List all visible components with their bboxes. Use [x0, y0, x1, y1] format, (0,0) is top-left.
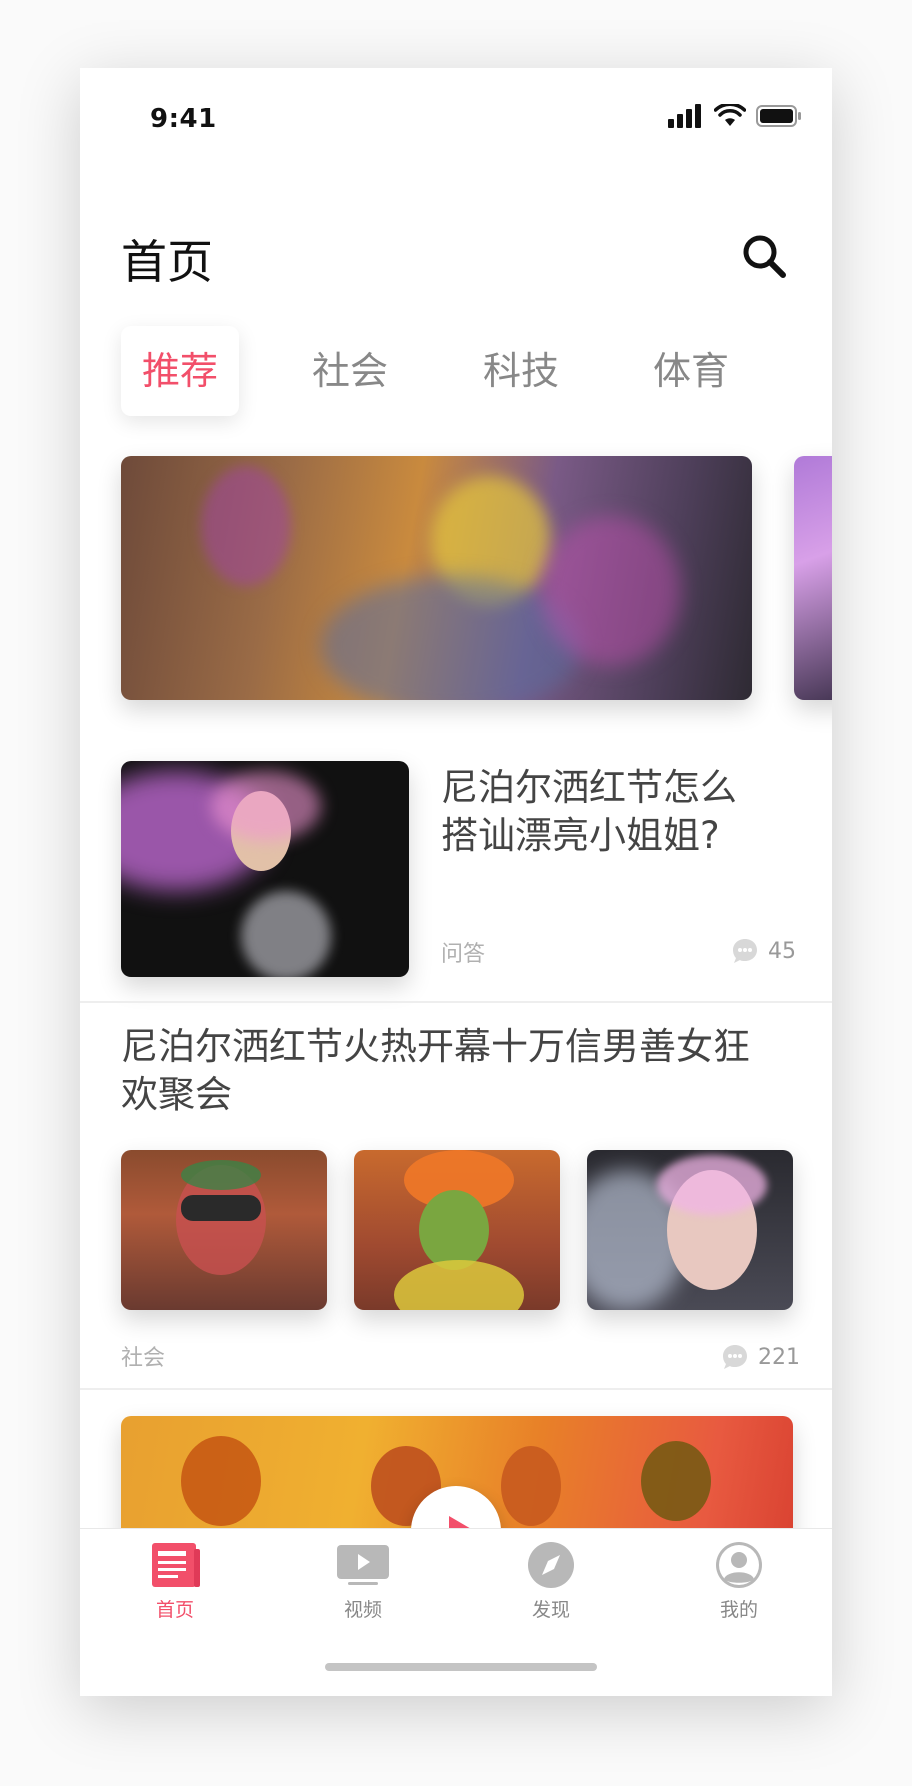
search-icon[interactable] — [740, 232, 788, 280]
tabbar-home[interactable]: 首页 — [125, 1539, 225, 1622]
article-image-3[interactable] — [587, 1150, 793, 1310]
tabbar-label: 我的 — [719, 1599, 758, 1621]
profile-icon — [716, 1542, 762, 1588]
article-title[interactable]: 尼泊尔洒红节怎么搭讪漂亮小姐姐? — [441, 766, 737, 857]
tab-sports[interactable]: 体育 — [652, 349, 729, 393]
compass-icon — [528, 1542, 574, 1588]
tabbar-profile[interactable]: 我的 — [689, 1539, 789, 1622]
comment-count-value: 221 — [758, 1344, 800, 1370]
tabbar-label: 视频 — [343, 1599, 382, 1621]
tabbar-video[interactable]: 视频 — [313, 1539, 413, 1622]
tab-tech[interactable]: 科技 — [482, 349, 559, 393]
phone-screen: 9:41 首页 推荐 社会 科技 体育 — [80, 68, 832, 1696]
article-title[interactable]: 尼泊尔洒红节火热开幕十万信男善女狂欢聚会 — [121, 1025, 750, 1116]
tab-recommend[interactable]: 推荐 — [121, 326, 239, 416]
status-time: 9:41 — [150, 104, 217, 134]
page-title: 首页 — [121, 235, 213, 289]
comment-icon — [733, 939, 757, 963]
tabbar-label: 发现 — [531, 1599, 570, 1621]
banner-image[interactable] — [121, 456, 752, 700]
video-icon — [337, 1545, 389, 1585]
signal-icon — [668, 104, 701, 128]
battery-icon — [756, 105, 801, 127]
home-indicator — [325, 1663, 597, 1671]
banner-image-next[interactable] — [794, 456, 832, 700]
article-image-2[interactable] — [354, 1150, 560, 1310]
article-category: 问答 — [441, 942, 486, 967]
category-tabs: 推荐 社会 科技 体育 — [121, 326, 791, 416]
comment-count: 221 — [720, 1342, 800, 1372]
tabbar-label: 首页 — [155, 1599, 194, 1621]
comment-icon — [723, 1345, 747, 1369]
article-thumbnail[interactable] — [121, 761, 409, 977]
article-image-1[interactable] — [121, 1150, 327, 1310]
tab-society[interactable]: 社会 — [311, 349, 388, 393]
wifi-icon — [714, 104, 746, 126]
divider — [80, 1001, 832, 1003]
divider — [80, 1388, 832, 1390]
tabbar-discover[interactable]: 发现 — [501, 1539, 601, 1622]
news-icon — [152, 1543, 200, 1587]
article-category: 社会 — [121, 1346, 166, 1371]
comment-count-value: 45 — [768, 938, 796, 964]
status-icons — [668, 104, 802, 128]
comment-count: 45 — [730, 936, 796, 966]
